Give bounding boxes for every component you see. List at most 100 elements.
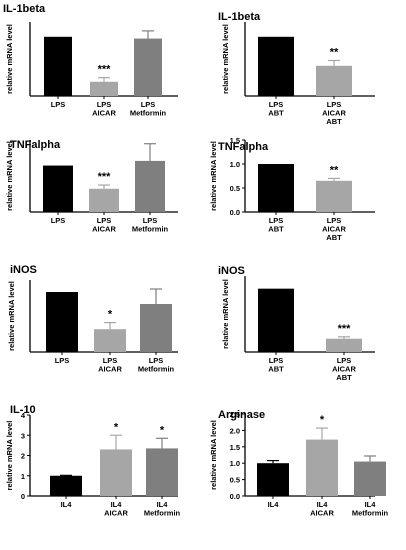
y-tick-label: 0.5 bbox=[230, 184, 240, 193]
y-tick-label: 2.5 bbox=[230, 410, 240, 419]
chart-title: iNOS bbox=[218, 265, 245, 277]
x-tick-label: Metformin bbox=[130, 109, 167, 118]
bar bbox=[257, 463, 289, 496]
bar bbox=[43, 165, 73, 212]
x-tick-label: AICAR bbox=[98, 365, 122, 374]
significance-marker: * bbox=[160, 424, 165, 436]
x-tick-label: LPS bbox=[97, 216, 112, 225]
bar bbox=[134, 38, 162, 96]
y-tick-label: 4 bbox=[21, 411, 26, 420]
x-tick-label: AICAR bbox=[332, 365, 356, 374]
y-tick-label: 1 bbox=[21, 472, 25, 481]
significance-marker: ** bbox=[330, 46, 339, 58]
x-tick-label: AICAR bbox=[322, 225, 346, 234]
x-tick-label: ABT bbox=[268, 225, 284, 234]
x-tick-label: ABT bbox=[268, 109, 284, 118]
x-tick-label: ABT bbox=[268, 365, 284, 374]
significance-marker: *** bbox=[98, 171, 112, 183]
x-tick-label: IL4 bbox=[111, 500, 123, 509]
chart-title: IL-1beta bbox=[3, 3, 46, 15]
bar bbox=[89, 188, 119, 212]
x-tick-label: LPS bbox=[269, 216, 284, 225]
y-axis-label: relative mRNA level bbox=[5, 421, 14, 491]
y-tick-label: 3 bbox=[21, 431, 25, 440]
bar bbox=[90, 81, 118, 96]
x-tick-label: LPS bbox=[55, 356, 70, 365]
significance-marker: * bbox=[114, 421, 119, 433]
bar bbox=[94, 329, 126, 352]
bar bbox=[306, 439, 338, 496]
x-tick-label: Metformin bbox=[132, 225, 169, 234]
x-tick-label: IL4 bbox=[317, 500, 329, 509]
x-tick-label: IL4 bbox=[157, 500, 169, 509]
x-tick-label: LPS bbox=[51, 216, 66, 225]
y-axis-label: relative mRNA level bbox=[209, 141, 218, 211]
y-tick-label: 0 bbox=[21, 492, 25, 501]
significance-marker: *** bbox=[338, 323, 352, 335]
y-tick-label: 2 bbox=[21, 452, 25, 461]
chart-title: TNFalpha bbox=[218, 141, 269, 153]
bar bbox=[258, 288, 294, 352]
bar bbox=[140, 304, 172, 352]
bar bbox=[258, 36, 294, 96]
x-tick-label: LPS bbox=[51, 100, 66, 109]
x-tick-label: ABT bbox=[326, 233, 342, 242]
bar bbox=[50, 475, 82, 496]
y-axis-label: relative mRNA level bbox=[5, 141, 14, 211]
x-tick-label: AICAR bbox=[310, 509, 334, 518]
x-tick-label: IL4 bbox=[365, 500, 377, 509]
bar bbox=[258, 164, 294, 212]
chart-title: Arginase bbox=[218, 409, 265, 421]
y-axis-label: relative mRNA level bbox=[221, 24, 230, 94]
significance-marker: ** bbox=[330, 164, 339, 176]
x-tick-label: LPS bbox=[143, 216, 158, 225]
y-axis-label: relative mRNA level bbox=[209, 420, 218, 490]
x-tick-label: LPS bbox=[141, 100, 156, 109]
x-tick-label: Metformin bbox=[138, 365, 175, 374]
y-tick-label: 1.5 bbox=[230, 136, 240, 145]
bar bbox=[354, 461, 386, 496]
x-tick-label: IL4 bbox=[61, 500, 73, 509]
y-tick-label: 1.0 bbox=[230, 160, 240, 169]
x-tick-label: IL4 bbox=[268, 500, 280, 509]
y-tick-label: 0.0 bbox=[230, 492, 240, 501]
bar bbox=[326, 338, 362, 352]
bar bbox=[100, 449, 132, 496]
bar bbox=[46, 292, 78, 352]
chart-title: IL-1beta bbox=[218, 11, 261, 23]
x-tick-label: Metformin bbox=[352, 509, 389, 518]
y-axis-label: relative mRNA level bbox=[221, 279, 230, 349]
y-axis-label: relative mRNA level bbox=[7, 281, 16, 351]
y-tick-label: 2.0 bbox=[230, 426, 240, 435]
bar bbox=[135, 160, 165, 212]
x-tick-label: AICAR bbox=[92, 109, 116, 118]
y-tick-label: 0.0 bbox=[230, 208, 240, 217]
x-tick-label: LPS bbox=[327, 216, 342, 225]
bar bbox=[316, 65, 352, 96]
significance-marker: * bbox=[320, 414, 325, 426]
significance-marker: *** bbox=[98, 64, 112, 76]
chart-title: iNOS bbox=[10, 264, 37, 276]
x-tick-label: AICAR bbox=[92, 225, 116, 234]
x-tick-label: Metformin bbox=[144, 509, 181, 518]
x-tick-label: LPS bbox=[327, 100, 342, 109]
significance-marker: * bbox=[108, 309, 113, 321]
bar bbox=[146, 448, 178, 496]
chart-title: IL-10 bbox=[10, 404, 36, 416]
x-tick-label: LPS bbox=[337, 356, 352, 365]
chart-title: TNFalpha bbox=[10, 139, 61, 151]
y-tick-label: 0.5 bbox=[230, 476, 240, 485]
x-tick-label: ABT bbox=[336, 373, 352, 382]
bar bbox=[316, 180, 352, 212]
x-tick-label: LPS bbox=[97, 100, 112, 109]
x-tick-label: AICAR bbox=[104, 509, 128, 518]
y-tick-label: 1.5 bbox=[230, 443, 240, 452]
